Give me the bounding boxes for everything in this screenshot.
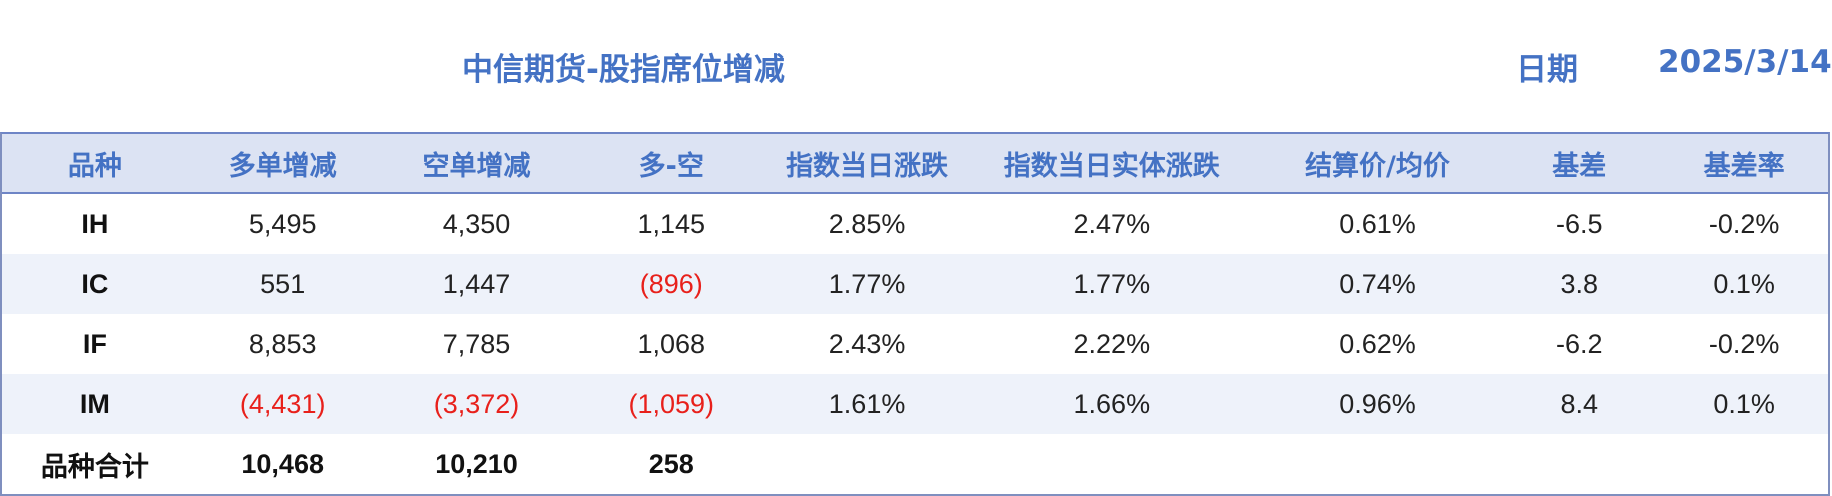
index-body-change-cell: 1.66% (1073, 388, 1151, 419)
basis-rate-cell: -0.2% (1708, 328, 1780, 359)
long-change-cell: 551 (260, 268, 306, 299)
short-change-cell: 1,447 (442, 268, 511, 299)
settle-avg-cell: 0.61% (1339, 208, 1416, 239)
total-long-change: 10,468 (241, 448, 324, 479)
long-minus-short-cell: (896) (639, 268, 703, 299)
short-change-cell: 7,785 (442, 328, 511, 359)
table-header-row: 品种 多单增减 空单增减 多-空 指数当日涨跌 指数当日实体涨跌 结算价/均价 … (2, 134, 1828, 194)
settle-avg-cell: 0.62% (1339, 328, 1416, 359)
variety-cell: IF (82, 328, 107, 359)
total-label: 品种合计 (40, 451, 149, 482)
basis-cell: -6.5 (1556, 208, 1603, 239)
settle-avg-cell: 0.74% (1339, 268, 1416, 299)
header-settle-avg: 结算价/均价 (1305, 150, 1450, 182)
index-body-change-cell: 2.22% (1073, 328, 1151, 359)
header-long-change: 多单增减 (228, 150, 337, 182)
header-short-change: 空单增减 (422, 150, 531, 182)
date-label: 日期 (1516, 52, 1578, 88)
variety-cell: IH (81, 208, 109, 239)
settle-avg-cell: 0.96% (1339, 388, 1416, 419)
table-row: IM (4,431) (3,372) (1,059) 1.61% 1.66% 0… (2, 374, 1828, 434)
index-daily-change-cell: 1.61% (828, 388, 906, 419)
short-change-cell: (3,372) (433, 388, 520, 419)
header-index-body-change: 指数当日实体涨跌 (1003, 150, 1220, 182)
long-change-cell: 8,853 (248, 328, 317, 359)
basis-rate-cell: 0.1% (1713, 388, 1775, 419)
basis-cell: 8.4 (1560, 388, 1599, 419)
page-title: 中信期货-股指席位增减 (462, 52, 785, 88)
basis-cell: -6.2 (1556, 328, 1603, 359)
index-daily-change-cell: 2.43% (828, 328, 906, 359)
seat-change-table: 品种 多单增减 空单增减 多-空 指数当日涨跌 指数当日实体涨跌 结算价/均价 … (0, 132, 1830, 496)
long-change-cell: 5,495 (248, 208, 317, 239)
long-minus-short-cell: 1,145 (637, 208, 706, 239)
variety-cell: IM (79, 388, 110, 419)
total-short-change: 10,210 (435, 448, 518, 479)
short-change-cell: 4,350 (442, 208, 511, 239)
date-value: 2025/3/14 (1658, 44, 1832, 80)
table-row: IC 551 1,447 (896) 1.77% 1.77% 0.74% 3.8… (2, 254, 1828, 314)
basis-rate-cell: -0.2% (1708, 208, 1780, 239)
long-minus-short-cell: (1,059) (628, 388, 715, 419)
header-basis-rate: 基差率 (1703, 150, 1785, 182)
total-row: 品种合计 10,468 10,210 258 (2, 434, 1828, 494)
header-variety: 品种 (67, 150, 122, 182)
table-row: IH 5,495 4,350 1,145 2.85% 2.47% 0.61% -… (2, 194, 1828, 254)
header-long-minus-short: 多-空 (638, 150, 704, 182)
long-minus-short-cell: 1,068 (637, 328, 706, 359)
total-long-minus-short: 258 (648, 448, 694, 479)
index-daily-change-cell: 1.77% (828, 268, 906, 299)
variety-cell: IC (81, 268, 109, 299)
basis-rate-cell: 0.1% (1713, 268, 1775, 299)
index-body-change-cell: 1.77% (1073, 268, 1151, 299)
header-index-daily-change: 指数当日涨跌 (786, 150, 949, 182)
index-body-change-cell: 2.47% (1073, 208, 1151, 239)
long-change-cell: (4,431) (239, 388, 326, 419)
header-basis: 基差 (1552, 150, 1607, 182)
index-daily-change-cell: 2.85% (828, 208, 906, 239)
basis-cell: 3.8 (1560, 268, 1599, 299)
table-row: IF 8,853 7,785 1,068 2.43% 2.22% 0.62% -… (2, 314, 1828, 374)
